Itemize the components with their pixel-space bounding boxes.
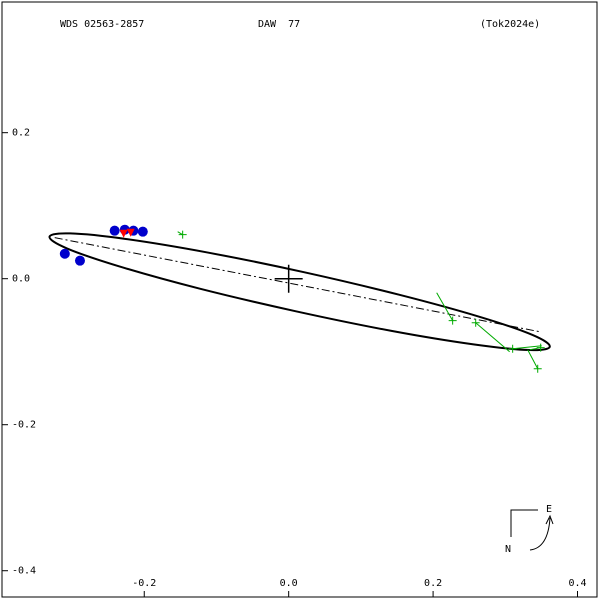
- y-tick-label: -0.2: [12, 420, 36, 431]
- y-tick-label: 0.0: [12, 274, 30, 285]
- measurement-point: [448, 316, 457, 325]
- header-right: (Tok2024e): [480, 19, 540, 30]
- x-tick-label: 0.4: [568, 578, 586, 589]
- measurement-point: [178, 230, 187, 239]
- speckle-point: [119, 229, 128, 238]
- x-tick-label: 0.2: [424, 578, 442, 589]
- micrometer-point: [74, 255, 85, 266]
- header-center: DAW 77: [258, 19, 300, 30]
- x-tick-label: 0.0: [280, 578, 298, 589]
- residual-line: [436, 292, 454, 321]
- micrometer-point: [59, 248, 70, 259]
- y-tick-label: -0.4: [12, 566, 36, 577]
- compass-east: E: [546, 504, 552, 515]
- line-of-nodes: [54, 237, 540, 333]
- header-left: WDS 02563-2857: [60, 19, 144, 30]
- measurement-point: [471, 318, 480, 327]
- primary-star: [274, 264, 303, 293]
- micrometer-point: [137, 226, 148, 237]
- x-tick-label: -0.2: [132, 578, 156, 589]
- residual-line: [512, 345, 542, 350]
- residual-line: [475, 322, 510, 353]
- compass: E N: [505, 504, 554, 555]
- speckle-point: [126, 228, 135, 237]
- measurement-point: [536, 343, 545, 352]
- y-tick-label: 0.2: [12, 128, 30, 139]
- measurement-point: [508, 344, 517, 353]
- compass-north: N: [505, 544, 511, 555]
- micrometer-point: [109, 225, 120, 236]
- orbit-ellipse: [48, 232, 551, 352]
- residual-line: [527, 349, 539, 369]
- measurement-point: [533, 364, 542, 373]
